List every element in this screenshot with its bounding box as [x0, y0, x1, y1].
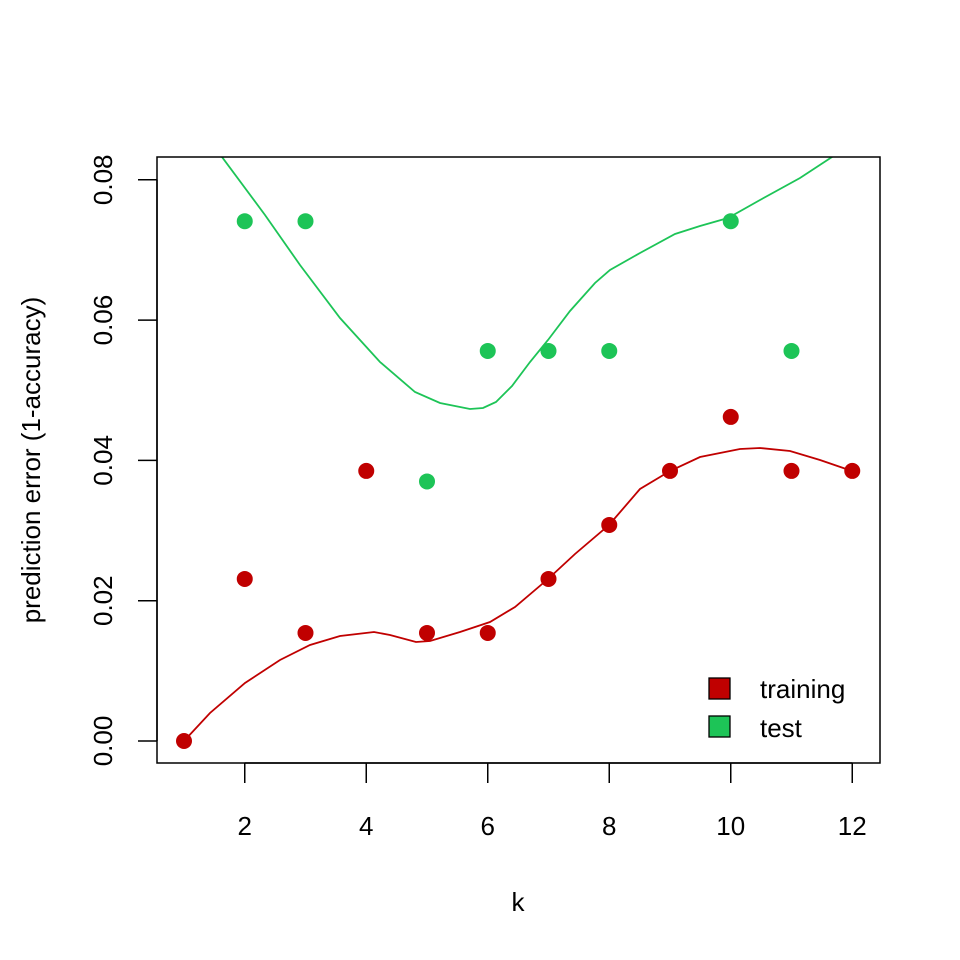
- y-tick-label: 0.02: [88, 575, 118, 626]
- training-point: [176, 733, 192, 749]
- y-axis-title: prediction error (1-accuracy): [16, 297, 46, 624]
- test-point: [236, 213, 253, 230]
- x-tick-label: 10: [716, 811, 745, 841]
- training-point: [479, 624, 496, 641]
- legend-swatch-test: [708, 715, 731, 738]
- training-point: [419, 624, 435, 641]
- test-point: [601, 342, 618, 359]
- test-point: [540, 342, 557, 359]
- legend-swatch-training: [708, 677, 731, 700]
- x-axis: 2 4 6 8 10 12: [238, 762, 867, 841]
- legend: training test: [708, 674, 845, 743]
- x-tick-label: 6: [481, 811, 495, 841]
- test-point: [297, 213, 314, 230]
- test-point: [783, 342, 800, 359]
- training-point: [662, 462, 678, 479]
- x-tick-label: 2: [238, 811, 252, 841]
- training-point: [236, 570, 253, 587]
- training-point: [722, 408, 739, 425]
- test-point: [419, 473, 435, 490]
- training-point: [844, 462, 861, 479]
- test-point: [479, 342, 496, 359]
- y-tick-label: 0.08: [88, 154, 118, 205]
- training-point: [540, 570, 557, 587]
- training-point: [297, 624, 314, 641]
- test-point: [722, 213, 739, 230]
- data-points: [176, 213, 861, 749]
- x-axis-title: k: [512, 887, 526, 917]
- y-tick-label: 0.00: [88, 716, 118, 767]
- training-point: [358, 462, 375, 479]
- y-tick-label: 0.04: [88, 435, 118, 486]
- legend-label-test: test: [760, 713, 803, 743]
- training-point: [783, 462, 800, 479]
- x-tick-label: 4: [359, 811, 373, 841]
- x-tick-label: 8: [602, 811, 616, 841]
- training-point: [601, 516, 618, 533]
- y-axis: 0.00 0.02 0.04 0.06 0.08: [88, 154, 158, 767]
- x-tick-label: 12: [838, 811, 867, 841]
- legend-label-training: training: [760, 674, 845, 704]
- training-smooth-curve: [183, 447, 853, 742]
- y-tick-label: 0.06: [88, 295, 118, 346]
